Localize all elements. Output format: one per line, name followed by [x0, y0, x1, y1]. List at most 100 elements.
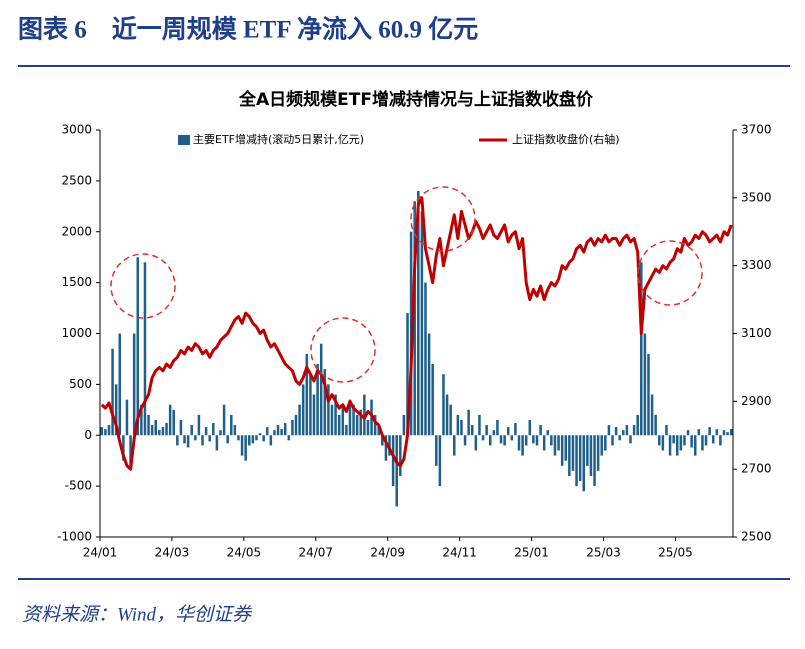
bar [438, 435, 442, 487]
bar [661, 435, 665, 451]
y2-tick-label: 3100 [741, 326, 772, 340]
legend-label: 上证指数收盘价(右轴) [512, 132, 620, 146]
bar [582, 435, 586, 492]
y2-tick-label: 3500 [741, 190, 772, 204]
y-tick-label: 1000 [61, 326, 92, 340]
bar [528, 419, 532, 436]
bar [377, 425, 380, 436]
bar [179, 419, 183, 436]
bar [366, 419, 370, 436]
bar [492, 430, 496, 436]
bar [632, 425, 636, 436]
y2-tick-label: 2900 [741, 394, 772, 408]
bar [129, 435, 132, 466]
bar [150, 425, 154, 436]
bar [104, 429, 107, 436]
bar [611, 435, 614, 446]
bar [226, 435, 229, 444]
bar [233, 425, 237, 436]
bar [355, 414, 359, 436]
bar [143, 262, 147, 436]
bar [715, 429, 719, 436]
bar [643, 333, 647, 436]
bar [391, 435, 395, 487]
bar [222, 404, 226, 436]
bar [697, 429, 701, 436]
bar [478, 414, 481, 436]
bar [474, 435, 478, 451]
bar [176, 435, 179, 446]
y-tick-label: -500 [65, 479, 92, 493]
bar [460, 419, 463, 436]
x-tick-label: 24/09 [370, 546, 405, 560]
y2-tick-label: 2700 [741, 462, 772, 476]
header-title: 图表 6 近一周规模 ETF 净流入 60.9 亿元 [18, 15, 478, 44]
y2-tick-label: 3700 [741, 123, 772, 137]
bar [575, 435, 578, 487]
y-tick-label: -1000 [57, 530, 92, 544]
bar [604, 435, 607, 451]
bar [622, 430, 625, 436]
bar [147, 414, 150, 436]
bar [453, 435, 456, 456]
bar [488, 435, 492, 446]
x-tick-label: 24/03 [155, 546, 190, 560]
bar [729, 429, 733, 436]
bar [100, 427, 104, 436]
bar [291, 419, 294, 436]
bar [640, 262, 643, 436]
bar [399, 435, 402, 476]
bar [704, 435, 708, 446]
bar [607, 425, 611, 436]
bar [373, 414, 377, 436]
bar [395, 435, 398, 507]
bar [283, 423, 287, 436]
highlight-circle [310, 317, 376, 383]
bar [359, 409, 363, 436]
bar [161, 427, 165, 436]
bar [240, 435, 244, 456]
bar [406, 313, 409, 436]
bar [183, 435, 186, 444]
bar [514, 423, 517, 436]
bar [496, 419, 499, 436]
bar [330, 404, 334, 436]
y-tick-label: 2000 [61, 224, 92, 238]
bar [298, 404, 301, 436]
bar [679, 435, 683, 451]
bar [276, 425, 280, 436]
bar [618, 435, 621, 441]
bar [625, 425, 629, 436]
bar [568, 435, 571, 476]
bar [614, 427, 618, 436]
bar [557, 435, 560, 451]
bar [672, 435, 675, 444]
bar [258, 433, 262, 436]
bar [654, 414, 657, 436]
bar [693, 435, 697, 456]
legend-label: 主要ETF增减持(滚动5日累计,亿元) [193, 132, 364, 146]
x-tick-label: 24/05 [227, 546, 262, 560]
bar [578, 435, 582, 482]
chart-title: 全A日频规模ETF增减持情况与上证指数收盘价 [238, 89, 594, 110]
bar [521, 435, 524, 456]
bar [312, 394, 316, 436]
bar [686, 430, 690, 436]
x-tick-label: 24/11 [442, 546, 477, 560]
x-tick-label: 25/03 [586, 546, 621, 560]
bar [647, 353, 650, 436]
bar [510, 435, 514, 441]
bar [711, 435, 715, 444]
bar [114, 384, 118, 436]
plot: -1000 -500 0 500 1000 1500 2000 2500 3000 2500 270… [57, 123, 771, 560]
bar [194, 435, 197, 441]
bar [467, 409, 470, 436]
bar [305, 353, 309, 436]
bar [273, 430, 276, 436]
bar [690, 435, 693, 448]
bar [708, 427, 711, 436]
bar [363, 394, 366, 436]
x-tick-label: 25/05 [658, 546, 693, 560]
x-tick-label: 24/01 [83, 546, 118, 560]
